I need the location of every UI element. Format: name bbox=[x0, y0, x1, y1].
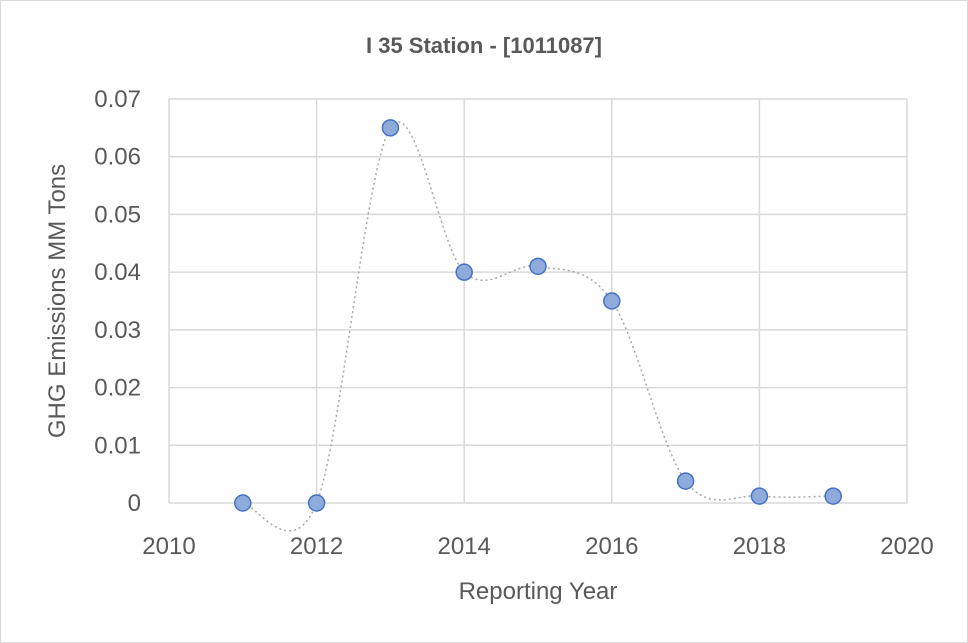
y-axis-label: GHG Emissions MM Tons bbox=[44, 164, 71, 438]
x-tick-label: 2020 bbox=[880, 533, 933, 560]
x-axis-ticks: 2010 2012 2014 2016 2018 2020 bbox=[142, 533, 933, 560]
y-tick-label: 0.02 bbox=[94, 375, 141, 402]
y-axis-ticks: 0 0.01 0.02 0.03 0.04 0.05 0.06 0.07 bbox=[94, 86, 141, 517]
chart-title: I 35 Station - [1011087] bbox=[366, 33, 602, 58]
y-tick-label: 0 bbox=[128, 490, 141, 517]
data-point bbox=[750, 487, 769, 505]
data-point bbox=[307, 494, 326, 512]
data-point bbox=[455, 263, 473, 281]
data-points bbox=[234, 119, 842, 512]
gridlines bbox=[168, 98, 908, 504]
y-tick-label: 0.07 bbox=[94, 86, 141, 113]
x-tick-label: 2016 bbox=[585, 533, 638, 560]
y-tick-label: 0.01 bbox=[94, 432, 141, 459]
data-point bbox=[824, 487, 842, 505]
data-point bbox=[381, 119, 400, 137]
x-tick-label: 2018 bbox=[733, 533, 786, 560]
y-tick-label: 0.05 bbox=[94, 201, 141, 228]
x-tick-label: 2014 bbox=[438, 533, 491, 560]
smoothed-trend-line bbox=[242, 121, 834, 532]
y-tick-label: 0.03 bbox=[94, 317, 141, 344]
x-axis-label: Reporting Year bbox=[459, 578, 618, 605]
data-point bbox=[234, 494, 252, 512]
data-point bbox=[529, 257, 547, 276]
y-tick-label: 0.06 bbox=[94, 144, 141, 171]
data-point bbox=[603, 292, 621, 310]
data-point bbox=[676, 472, 695, 490]
x-tick-label: 2010 bbox=[142, 533, 195, 560]
x-tick-label: 2012 bbox=[290, 533, 343, 560]
y-tick-label: 0.04 bbox=[94, 259, 141, 286]
